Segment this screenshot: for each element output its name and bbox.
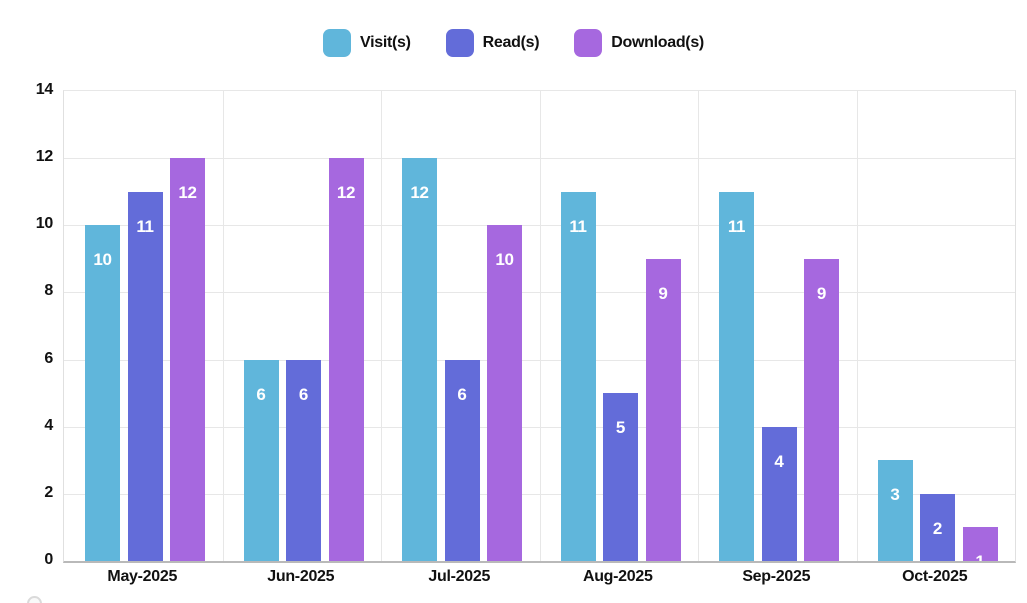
bar-value-label: 6 <box>256 384 266 404</box>
legend-label: Read(s) <box>482 34 540 51</box>
bar-download-s-jun-2025[interactable]: 12 <box>328 158 364 561</box>
legend-item-visit-s[interactable]: Visit(s) <box>323 29 411 57</box>
bar-value-label: 6 <box>457 384 467 404</box>
bar-read-s-jul-2025[interactable]: 6 <box>444 359 480 561</box>
y-tick-label-2: 2 <box>44 483 53 501</box>
bar-visit-s-jun-2025[interactable]: 6 <box>243 359 279 561</box>
bar-value-label: 3 <box>890 485 900 505</box>
bar-value-label: 12 <box>336 183 356 203</box>
legend-item-download-s[interactable]: Download(s) <box>574 29 704 57</box>
y-tick-label-6: 6 <box>44 349 53 367</box>
x-axis-label-may-2025: May-2025 <box>107 568 178 585</box>
bar-value-label: 12 <box>178 183 197 203</box>
v-gridline-5 <box>856 91 858 561</box>
v-gridline-2 <box>381 91 382 561</box>
y-tick-label-4: 4 <box>44 416 53 434</box>
bar-value-label: 10 <box>93 250 112 270</box>
bar-download-s-aug-2025[interactable]: 9 <box>645 258 681 561</box>
legend-item-read-s[interactable]: Read(s) <box>445 29 540 57</box>
bar-visit-s-sep-2025[interactable]: 11 <box>719 191 754 561</box>
bar-read-s-jun-2025[interactable]: 6 <box>286 359 321 561</box>
plot-area: 10 11 12 6 6 12 12 6 10 11 5 9 11 4 9 3 2 1 <box>63 90 1016 563</box>
x-axis-label-oct-2025: Oct-2025 <box>902 568 968 585</box>
v-gridline-1 <box>222 91 224 561</box>
bar-visit-s-jul-2025[interactable]: 12 <box>402 158 437 561</box>
y-tick-label-12: 12 <box>35 148 54 166</box>
bar-value-label: 9 <box>658 283 668 303</box>
legend-label: Visit(s) <box>360 34 411 51</box>
y-tick-label-0: 0 <box>44 551 53 568</box>
x-axis-label-aug-2025: Aug-2025 <box>582 568 653 585</box>
bar-value-label: 1 <box>975 552 985 563</box>
y-tick-label-8: 8 <box>44 282 53 300</box>
bar-visit-s-oct-2025[interactable]: 3 <box>877 460 913 561</box>
bar-value-label: 10 <box>495 250 514 270</box>
legend-swatch-visit-s <box>323 29 352 57</box>
bar-value-label: 5 <box>615 418 626 438</box>
bar-download-s-sep-2025[interactable]: 9 <box>804 258 839 561</box>
bar-read-s-oct-2025[interactable]: 2 <box>920 493 955 561</box>
bar-visit-s-aug-2025[interactable]: 11 <box>560 191 596 561</box>
bar-visit-s-may-2025[interactable]: 10 <box>85 225 120 561</box>
bar-read-s-sep-2025[interactable]: 4 <box>761 426 797 561</box>
v-gridline-4 <box>698 91 699 561</box>
bar-download-s-jul-2025[interactable]: 10 <box>487 225 522 561</box>
y-tick-label-14: 14 <box>35 81 54 98</box>
bar-value-label: 2 <box>932 518 943 538</box>
legend-swatch-download-s <box>574 29 603 57</box>
bar-value-label: 4 <box>774 451 784 471</box>
bar-value-label: 11 <box>727 216 746 236</box>
bar-value-label: 12 <box>410 183 429 203</box>
legend-swatch-read-s <box>445 29 474 57</box>
bar-value-label: 9 <box>816 283 827 303</box>
v-gridline-3 <box>539 91 541 561</box>
x-axis-label-jul-2025: Jul-2025 <box>428 568 491 585</box>
bar-value-label: 11 <box>136 216 154 236</box>
bar-read-s-may-2025[interactable]: 11 <box>127 191 163 561</box>
x-axis-label-jun-2025: Jun-2025 <box>267 568 335 585</box>
bar-read-s-aug-2025[interactable]: 5 <box>603 393 638 561</box>
x-axis-label-sep-2025: Sep-2025 <box>742 568 811 585</box>
bottom-left-partial-circle-icon <box>27 596 42 603</box>
bar-value-label: 6 <box>298 384 309 404</box>
chart-legend: Visit(s) Read(s) Download(s) <box>0 29 1027 57</box>
bar-download-s-oct-2025[interactable]: 1 <box>962 527 998 563</box>
bar-value-label: 11 <box>569 216 587 236</box>
bar-download-s-may-2025[interactable]: 12 <box>170 158 205 561</box>
y-tick-label-10: 10 <box>35 215 54 233</box>
legend-label: Download(s) <box>611 34 704 51</box>
